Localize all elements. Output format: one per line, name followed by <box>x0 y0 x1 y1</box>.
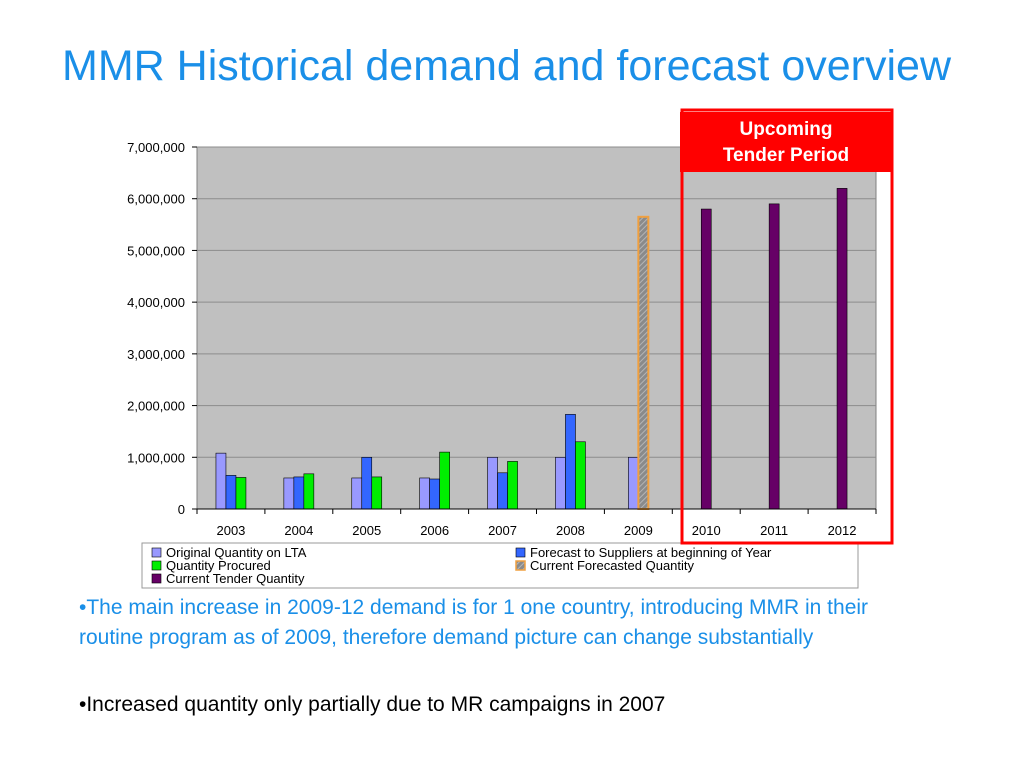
bar-forecast-to-suppliers-at-beginning-of-year <box>497 472 508 510</box>
y-tick-label: 6,000,000 <box>127 192 185 207</box>
y-tick-label: 4,000,000 <box>127 295 185 310</box>
bullet-text: •Increased quantity only partially due t… <box>79 693 666 716</box>
bar-current-tender-quantity <box>836 188 848 510</box>
bar-original-quantity-on-lta <box>555 456 566 510</box>
bar-forecast-to-suppliers-at-beginning-of-year <box>293 476 305 510</box>
legend-swatch <box>515 560 526 571</box>
legend-label: Quantity Procured <box>166 558 271 573</box>
legend-swatch <box>515 547 526 558</box>
tender-label-line2: Tender Period <box>722 145 850 166</box>
bar-forecast-to-suppliers-at-beginning-of-year <box>565 414 576 510</box>
x-tick-label: 2006 <box>420 523 449 538</box>
x-tick-label: 2011 <box>760 523 788 538</box>
plot-area <box>196 146 877 510</box>
y-axis-ticks: 0 1,000,000 2,000,000 3,000,000 4,000,000 5,0… <box>127 140 197 517</box>
bar-quantity-procured <box>507 461 518 510</box>
y-tick-label: 1,000,000 <box>127 450 185 465</box>
y-tick-label: 2,000,000 <box>127 399 185 414</box>
x-tick-label: 2005 <box>352 523 381 538</box>
x-tick-label: 2010 <box>692 523 721 538</box>
x-axis: 2003 2004 2005 2006 2007 2008 2009 2010 2011 2012 <box>196 508 877 538</box>
bar-original-quantity-on-lta <box>351 477 363 510</box>
bar-original-quantity-on-lta <box>487 456 498 510</box>
legend-box <box>141 542 859 589</box>
x-tick-label: 2003 <box>216 523 245 538</box>
y-tick-label: 5,000,000 <box>127 243 185 258</box>
gridlines <box>197 146 876 458</box>
bar-current-tender-quantity <box>700 208 712 510</box>
bar-current-forecasted-quantity <box>637 215 650 510</box>
legend-swatch <box>151 547 162 558</box>
tender-label-line1: Upcoming <box>739 119 833 140</box>
bar-forecast-to-suppliers-at-beginning-of-year <box>429 478 440 510</box>
bar-original-quantity-on-lta <box>419 477 430 510</box>
tender-period-box <box>680 108 894 545</box>
x-tick-label: 2007 <box>488 523 517 538</box>
legend-label: Original Quantity on LTA <box>166 545 307 560</box>
bar-original-quantity-on-lta <box>215 452 227 510</box>
x-tick-label: 2012 <box>828 523 857 538</box>
y-tick-label: 7,000,000 <box>127 140 185 155</box>
legend-label: Forecast to Suppliers at beginning of Ye… <box>530 545 772 560</box>
bar-quantity-procured <box>575 441 586 510</box>
x-tick-label: 2008 <box>556 523 585 538</box>
legend-swatch <box>151 573 162 584</box>
bar-quantity-procured <box>303 473 315 510</box>
bar-current-tender-quantity <box>768 203 780 510</box>
tender-period-label: Upcoming Tender Period <box>680 112 892 172</box>
bar-quantity-procured <box>235 477 247 510</box>
bar-quantity-procured <box>371 476 383 510</box>
x-tick-label: 2004 <box>284 523 313 538</box>
bar-original-quantity-on-lta <box>283 477 295 510</box>
slide-title: MMR Historical demand and forecast overv… <box>62 42 951 90</box>
legend-swatch <box>151 560 162 571</box>
y-tick-label: 0 <box>178 502 185 517</box>
legend-label: Current Tender Quantity <box>166 571 305 586</box>
legend-label: Current Forecasted Quantity <box>530 558 695 573</box>
legend: Original Quantity on LTA Forecast to Supp… <box>141 542 859 589</box>
bar-quantity-procured <box>439 451 450 510</box>
bullet-text: •The main increase in 2009-12 demand is … <box>79 596 869 649</box>
bar-forecast-to-suppliers-at-beginning-of-year <box>361 456 373 510</box>
bars <box>215 188 848 510</box>
bar-forecast-to-suppliers-at-beginning-of-year <box>225 475 237 510</box>
bar-original-quantity-on-lta <box>628 456 639 510</box>
y-tick-label: 3,000,000 <box>127 347 185 362</box>
x-tick-label: 2009 <box>624 523 653 538</box>
